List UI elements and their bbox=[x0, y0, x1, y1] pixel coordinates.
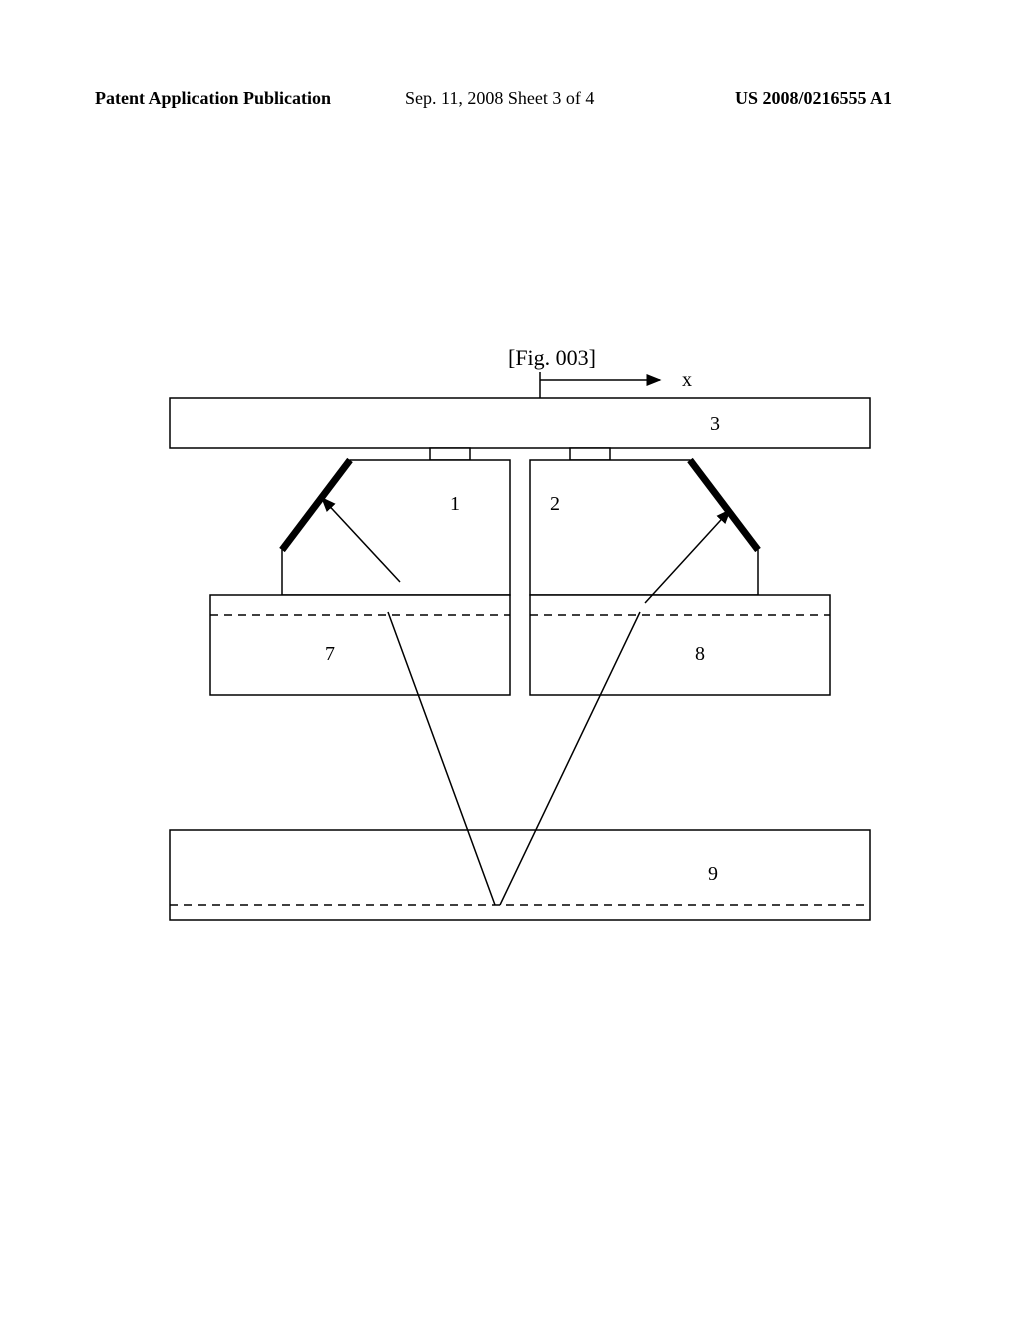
figure-title: [Fig. 003] bbox=[508, 345, 596, 371]
page-root: Patent Application Publication Sep. 11, … bbox=[0, 0, 1024, 1320]
svg-text:3: 3 bbox=[710, 413, 720, 435]
svg-text:2: 2 bbox=[550, 493, 560, 515]
svg-text:x: x bbox=[682, 370, 692, 391]
svg-text:9: 9 bbox=[708, 863, 718, 885]
figure-diagram: x 3 1 2 7 8 9 bbox=[150, 370, 890, 965]
header-center: Sep. 11, 2008 Sheet 3 of 4 bbox=[405, 88, 594, 109]
svg-text:8: 8 bbox=[695, 643, 705, 665]
header-right: US 2008/0216555 A1 bbox=[735, 88, 892, 109]
svg-text:1: 1 bbox=[450, 493, 460, 515]
svg-text:7: 7 bbox=[325, 643, 335, 665]
header-left: Patent Application Publication bbox=[95, 88, 331, 109]
